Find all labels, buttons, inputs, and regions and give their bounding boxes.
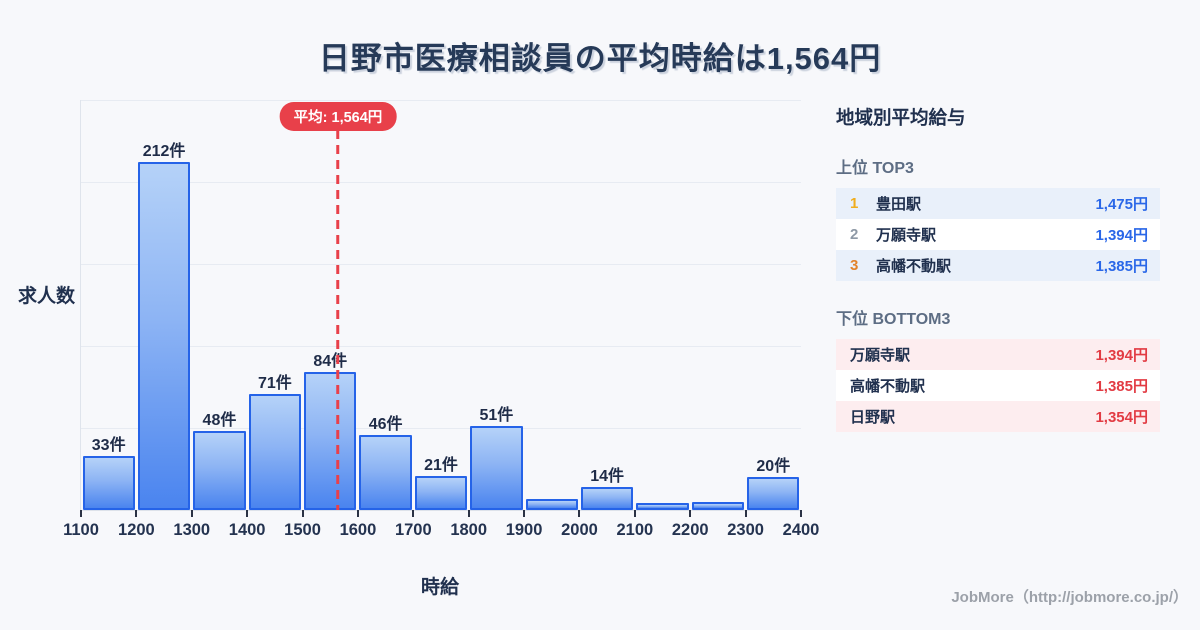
histogram-bar xyxy=(193,431,246,510)
x-tick xyxy=(412,510,415,517)
x-tick-label: 1800 xyxy=(450,521,488,539)
salary-value: 1,394円 xyxy=(1095,227,1148,244)
x-tick-label: 2400 xyxy=(782,521,820,539)
top3-table: 1 豊田駅 1,475円 2 万願寺駅 1,394円 3 高幡不動駅 1,385円 xyxy=(836,188,1160,281)
bar-label: 212件 xyxy=(142,143,186,161)
salary-value: 1,385円 xyxy=(1095,258,1148,275)
bar-label: 14件 xyxy=(590,468,625,486)
station-name: 万願寺駅 xyxy=(850,347,911,364)
x-tick-label: 2200 xyxy=(671,521,709,539)
table-row: 3 高幡不動駅 1,385円 xyxy=(836,250,1160,281)
histogram-bar xyxy=(691,501,745,510)
page-title: 日野市医療相談員の平均時給は1,564円 xyxy=(318,41,882,76)
y-axis-label: 求人数 xyxy=(18,286,76,307)
x-tick xyxy=(689,510,692,517)
x-tick-label: 1600 xyxy=(339,521,377,539)
station-name: 豊田駅 xyxy=(876,196,922,213)
rank-badge: 3 xyxy=(850,257,859,274)
table-row: 2 万願寺駅 1,394円 xyxy=(836,219,1160,250)
region-panel: 地域別平均給与 上位 TOP3 1 豊田駅 1,475円 2 万願寺駅 1,394円 3 高幡… xyxy=(836,104,1160,432)
histogram-bar xyxy=(82,455,135,510)
x-axis-line xyxy=(81,510,801,511)
histogram-bar xyxy=(636,503,689,510)
bar-label: 84件 xyxy=(313,353,348,371)
histogram-bar xyxy=(248,393,302,510)
salary-value: 1,394円 xyxy=(1095,347,1148,364)
bar-label: 21件 xyxy=(424,456,458,474)
rank-badge: 1 xyxy=(850,195,859,212)
gridline xyxy=(81,100,801,101)
bar-label: 71件 xyxy=(257,374,292,392)
region-panel-title: 地域別平均給与 xyxy=(836,107,966,128)
x-tick xyxy=(80,510,82,517)
mean-line xyxy=(336,130,340,510)
histogram-bar xyxy=(525,498,578,510)
x-tick xyxy=(744,510,747,517)
x-tick-label: 1400 xyxy=(228,521,266,539)
table-row: 高幡不動駅 1,385円 xyxy=(836,370,1160,401)
x-tick-label: 1900 xyxy=(505,521,543,539)
x-tick xyxy=(135,510,138,517)
salary-value: 1,385円 xyxy=(1095,378,1148,395)
rank-badge: 2 xyxy=(850,226,859,243)
histogram-bar xyxy=(580,487,634,510)
x-tick-label: 1500 xyxy=(284,521,321,539)
x-tick-label: 2300 xyxy=(727,521,764,539)
x-tick-label: 2100 xyxy=(616,521,654,539)
station-name: 日野駅 xyxy=(850,409,896,426)
histogram-bar xyxy=(470,426,523,510)
bar-label: 46件 xyxy=(368,415,403,433)
bottom3-table: 万願寺駅 1,394円高幡不動駅 1,385円日野駅 1,354円 xyxy=(836,339,1160,432)
x-axis-label: 時給 xyxy=(420,577,459,598)
bottom3-heading: 下位 BOTTOM3 xyxy=(836,311,951,328)
x-tick xyxy=(246,510,249,517)
x-tick-label: 2000 xyxy=(561,521,598,539)
table-row: 日野駅 1,354円 xyxy=(836,401,1160,432)
bar-label: 51件 xyxy=(479,407,514,425)
gridline xyxy=(81,264,801,265)
histogram-bar xyxy=(137,162,191,510)
x-tick xyxy=(633,510,636,517)
salary-value: 1,475円 xyxy=(1095,196,1148,213)
x-tick xyxy=(523,510,526,517)
histogram-bar xyxy=(304,372,357,510)
bar-label: 33件 xyxy=(91,436,126,454)
bar-label: 48件 xyxy=(202,412,237,430)
histogram-bar xyxy=(414,475,468,510)
station-name: 高幡不動駅 xyxy=(876,258,952,275)
histogram-plot: 33件 212件 48件 71件 84件 46件 21件 51件 14件 20件 1100 1200 1… xyxy=(63,100,819,539)
x-tick xyxy=(578,510,581,517)
footer-credit: JobMore（http://jobmore.co.jp/） xyxy=(951,589,1188,606)
station-name: 万願寺駅 xyxy=(876,227,937,244)
x-tick xyxy=(190,510,193,517)
bar-label: 20件 xyxy=(756,458,791,476)
x-tick xyxy=(467,510,470,517)
salary-value: 1,354円 xyxy=(1095,409,1148,426)
gridline xyxy=(81,346,801,347)
histogram-bar xyxy=(747,477,800,510)
gridline xyxy=(81,428,801,429)
x-tick-label: 1300 xyxy=(173,521,211,539)
top3-heading: 上位 TOP3 xyxy=(836,160,914,177)
x-tick-label: 1100 xyxy=(63,521,99,539)
table-row: 1 豊田駅 1,475円 xyxy=(836,188,1160,219)
x-tick xyxy=(800,510,802,517)
x-tick-label: 1700 xyxy=(394,521,432,539)
histogram-bar xyxy=(359,434,412,510)
x-tick xyxy=(301,510,304,517)
station-name: 高幡不動駅 xyxy=(850,378,926,395)
gridline xyxy=(81,182,801,183)
x-tick xyxy=(356,510,359,517)
table-row: 万願寺駅 1,394円 xyxy=(836,339,1160,370)
x-tick-label: 1200 xyxy=(118,521,155,539)
mean-badge: 平均: 1,564円 xyxy=(279,102,397,131)
